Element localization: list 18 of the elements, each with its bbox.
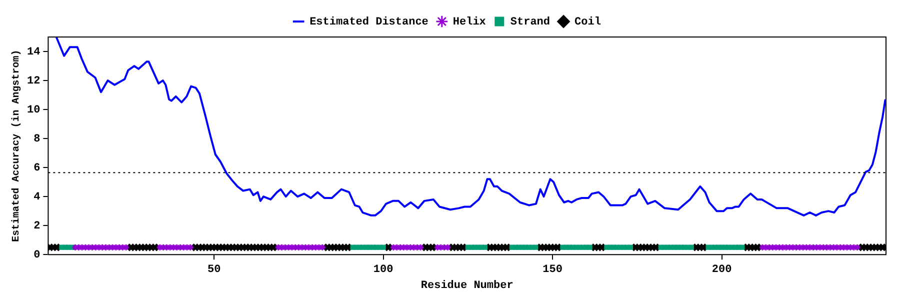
- y-axis-title: Estimated Accuracy (in Angstrom): [10, 50, 23, 242]
- y-tick-label: 0: [34, 249, 40, 262]
- y-tick-label: 12: [27, 75, 40, 88]
- x-tick-label: 100: [373, 264, 394, 276]
- y-tick-label: 6: [34, 162, 40, 174]
- y-tick-label: 14: [27, 46, 41, 58]
- x-axis-title: Residue Number: [420, 280, 514, 292]
- y-tick-label: 8: [34, 133, 41, 146]
- legend-label: Estimated Distance: [310, 16, 429, 28]
- y-tick-label: 4: [34, 191, 41, 204]
- legend-label: Coil: [574, 16, 602, 28]
- x-tick-label: 200: [712, 264, 732, 276]
- x-tick-label: 50: [207, 264, 221, 276]
- legend-label: Helix: [452, 16, 486, 28]
- y-tick-label: 2: [34, 220, 40, 232]
- y-tick-label: 10: [27, 104, 40, 116]
- legend-label: Strand: [510, 16, 550, 28]
- x-tick-label: 150: [542, 264, 562, 276]
